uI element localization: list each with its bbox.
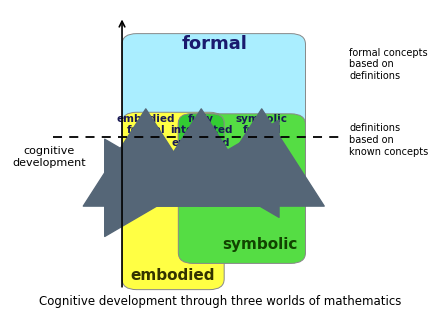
Text: Cognitive development through three worlds of mathematics: Cognitive development through three worl… bbox=[39, 295, 401, 308]
Text: embodying
symbolism: embodying symbolism bbox=[181, 161, 228, 181]
Text: fully
integrated: fully integrated bbox=[170, 114, 232, 135]
Text: embodied: embodied bbox=[131, 268, 215, 283]
Text: embodied
symbolic: embodied symbolic bbox=[172, 138, 231, 160]
Text: definitions
based on
known concepts: definitions based on known concepts bbox=[349, 123, 429, 157]
Text: symbolising
embodiment: symbolising embodiment bbox=[171, 183, 225, 202]
Text: cognitive
development: cognitive development bbox=[12, 146, 86, 168]
Text: formal: formal bbox=[182, 35, 247, 53]
Text: formal concepts
based on
definitions: formal concepts based on definitions bbox=[349, 48, 428, 81]
FancyBboxPatch shape bbox=[178, 114, 305, 263]
FancyBboxPatch shape bbox=[122, 112, 224, 290]
Text: symbolic
formal: symbolic formal bbox=[236, 114, 288, 135]
Text: symbolic: symbolic bbox=[222, 237, 297, 252]
FancyBboxPatch shape bbox=[122, 34, 305, 157]
FancyBboxPatch shape bbox=[178, 114, 224, 189]
Text: embodied
formal: embodied formal bbox=[117, 114, 175, 135]
